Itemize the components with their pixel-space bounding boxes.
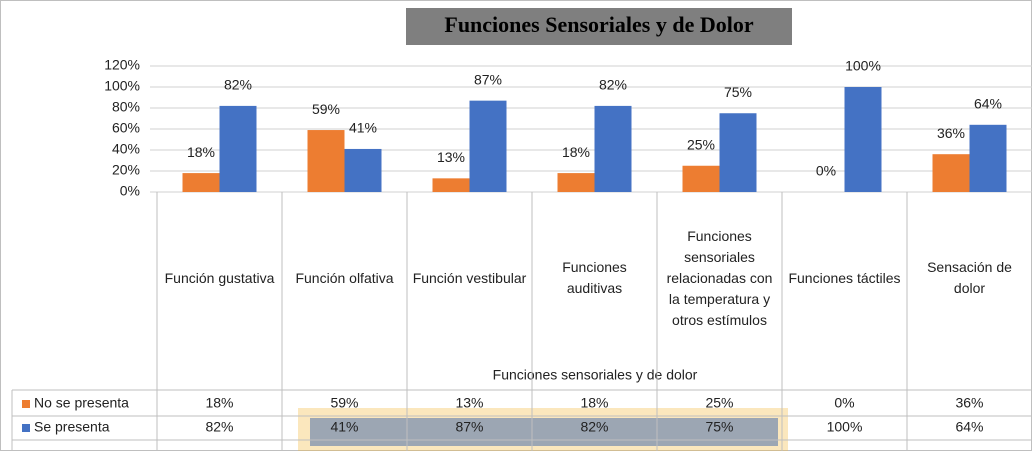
- legend-swatch: [22, 400, 30, 408]
- legend-swatch: [22, 424, 30, 432]
- table-cell: 87%: [455, 419, 483, 435]
- category-label-box: Sensación de dolor: [927, 259, 1012, 296]
- x-tick-label: Funciones sensoriales relacionadas con l…: [666, 227, 773, 328]
- x-axis-title: Funciones sensoriales y de dolor: [493, 367, 698, 383]
- legend-label: Se presenta: [34, 419, 110, 435]
- category-label-box: Función gustativa: [164, 269, 275, 286]
- data-label: 41%: [349, 120, 377, 136]
- data-label: 100%: [845, 58, 881, 74]
- y-tick-label: 20%: [112, 162, 140, 178]
- table-cell: 100%: [827, 419, 863, 435]
- data-label: 36%: [937, 125, 965, 141]
- bar: [557, 173, 595, 192]
- data-label: 87%: [474, 71, 502, 87]
- y-tick-label: 40%: [112, 141, 140, 157]
- data-label: 64%: [974, 96, 1002, 112]
- data-label: 59%: [312, 101, 340, 117]
- bar: [432, 178, 470, 192]
- table-cell: 64%: [955, 419, 983, 435]
- y-tick-label: 60%: [112, 120, 140, 136]
- bar: [844, 87, 882, 192]
- y-tick-label: 0%: [120, 183, 140, 199]
- bar: [969, 124, 1007, 192]
- category-label-box: Funciones táctiles: [788, 269, 901, 286]
- table-cell: 25%: [705, 395, 733, 411]
- y-tick-label: 120%: [104, 57, 140, 73]
- bar: [682, 165, 720, 192]
- bar: [307, 130, 345, 192]
- table-cell: 59%: [330, 395, 358, 411]
- table-cell: 36%: [955, 395, 983, 411]
- data-label: 13%: [437, 149, 465, 165]
- table-cell: 82%: [580, 419, 608, 435]
- data-label: 25%: [687, 136, 715, 152]
- x-tick-label: Funciones auditivas: [562, 259, 627, 296]
- bar: [932, 154, 970, 192]
- table-cell: 82%: [205, 419, 233, 435]
- highlight-inner: [310, 418, 778, 446]
- category-label-box: Funciones sensoriales relacionadas con l…: [666, 227, 773, 328]
- category-label-box: Función olfativa: [295, 269, 394, 286]
- y-tick-label: 80%: [112, 99, 140, 115]
- y-tick-label: 100%: [104, 78, 140, 94]
- category-label-box: Funciones auditivas: [562, 259, 627, 296]
- x-tick-label: Función gustativa: [164, 269, 275, 286]
- bar: [219, 105, 257, 192]
- data-label: 75%: [724, 84, 752, 100]
- data-label: 18%: [187, 144, 215, 160]
- chart-title: Funciones Sensoriales y de Dolor: [444, 12, 753, 37]
- table-cell: 75%: [705, 419, 733, 435]
- table-cell: 18%: [580, 395, 608, 411]
- legend-label: No se presenta: [34, 395, 129, 411]
- x-tick-label: Función olfativa: [295, 269, 394, 286]
- table-cell: 41%: [330, 419, 358, 435]
- data-label: 18%: [562, 144, 590, 160]
- data-label: 82%: [599, 77, 627, 93]
- data-label: 0%: [816, 163, 836, 179]
- bar: [719, 113, 757, 192]
- x-tick-label: Funciones táctiles: [788, 269, 901, 286]
- bar: [594, 105, 632, 192]
- data-label: 82%: [224, 77, 252, 93]
- table-cell: 18%: [205, 395, 233, 411]
- table-cell: 0%: [834, 395, 854, 411]
- x-tick-label: Función vestibular: [412, 269, 527, 286]
- category-label-box: Función vestibular: [412, 269, 527, 286]
- table-cell: 13%: [455, 395, 483, 411]
- title-box: [406, 8, 792, 45]
- bar: [469, 100, 507, 192]
- bar: [344, 148, 382, 192]
- bar: [182, 173, 220, 192]
- x-tick-label: Sensación de dolor: [927, 259, 1012, 296]
